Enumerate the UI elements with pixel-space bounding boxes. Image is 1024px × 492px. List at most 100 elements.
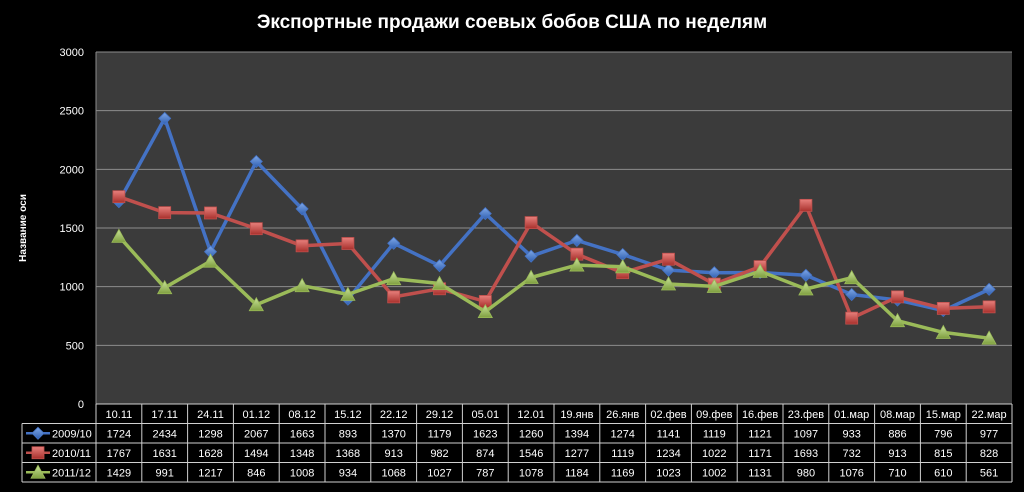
data-point [661,263,676,277]
data-label: 982 [430,448,448,460]
x-tick-label: 09.фев [696,409,732,421]
data-point [295,239,309,253]
x-tick-label: 10.11 [106,409,133,421]
data-label: 1121 [748,428,772,440]
legend-marker [31,446,45,460]
data-point [936,301,950,315]
data-point [204,206,217,220]
data-label: 846 [247,467,265,479]
x-tick-label: 22.12 [380,409,408,421]
series-line [117,194,991,320]
data-point [248,296,264,312]
data-point [982,300,996,314]
y-tick-label: 500 [66,340,84,352]
data-label: 1631 [152,448,176,460]
data-point [615,258,631,274]
data-label: 1171 [748,448,772,460]
legend-entry: 2009/10 [52,428,92,440]
data-label: 934 [339,467,357,479]
data-label: 1068 [381,467,405,479]
data-label: 1078 [519,467,543,479]
data-label: 1274 [610,428,634,440]
y-tick-label: 1500 [60,223,84,235]
data-label: 787 [476,467,494,479]
y-axis-title: Название оси [18,194,29,262]
x-tick-label: 02.фев [650,409,686,421]
data-point [981,330,997,345]
y-tick-label: 3000 [60,47,84,59]
data-label: 1027 [427,467,451,479]
data-point [387,290,401,304]
data-point [432,259,447,273]
data-point [112,190,126,204]
data-label: 732 [843,448,861,460]
series-lines [111,111,997,345]
data-label: 1546 [519,448,543,460]
data-label: 1169 [611,467,635,479]
data-point [524,216,538,230]
x-tick-label: 08.12 [288,409,316,421]
chart-title: Экспортные продажи соевых бобов США по н… [256,12,768,33]
data-point [798,281,814,296]
data-point [295,202,309,216]
data-point [889,312,906,328]
x-tick-label: 01.12 [243,409,271,421]
x-tick-label: 15.12 [334,409,362,421]
data-label: 1277 [565,448,589,460]
data-label: 1179 [428,428,452,440]
y-tick-label: 2000 [60,164,84,176]
data-label: 1368 [336,448,360,460]
x-tick-label: 24.11 [197,409,224,421]
data-point [524,249,538,263]
data-label: 991 [156,467,174,479]
y-tick-label: 2500 [60,106,84,118]
data-label: 1348 [290,448,314,460]
data-point [845,287,859,302]
data-point [660,276,677,291]
data-point [158,111,172,125]
data-label: 1023 [656,467,680,479]
legend-entry: 2010/11 [52,448,91,460]
data-point [157,279,173,295]
data-point [478,207,492,221]
data-point [662,252,675,266]
data-label: 1002 [702,467,726,479]
series-2 [112,190,996,325]
x-tick-label: 15.мар [926,409,961,421]
data-label: 1097 [794,428,818,440]
data-label: 1693 [794,448,818,460]
data-label: 1429 [107,467,131,479]
data-point [158,206,172,220]
data-point [844,269,860,285]
data-point [294,277,310,293]
data-label: 1767 [107,448,131,460]
data-label: 1119 [703,428,726,440]
legend-entry: 2011/12 [52,467,91,479]
data-label: 874 [476,448,494,460]
x-tick-label: 22.мар [972,409,1007,421]
data-table: 10.11 17.11 24.11 01.12 08.12 15.12 22.12 29.12… [21,403,1013,483]
legend-marker [31,426,45,440]
data-point [341,237,355,250]
data-point [111,228,127,243]
data-point [387,236,401,250]
data-point [523,269,539,284]
data-label: 1394 [565,428,589,440]
data-label: 1119 [611,448,634,460]
x-tick-label: 12.01 [517,409,545,421]
data-label: 2067 [244,428,268,440]
data-label: 1008 [290,467,314,479]
y-tick-label: 1000 [60,282,84,294]
x-tick-label: 05.01 [472,409,500,421]
data-label: 1141 [657,428,681,440]
data-point [982,282,996,296]
data-point [249,222,263,236]
data-label: 886 [888,428,906,440]
data-point [891,290,904,304]
data-label: 1022 [702,448,726,460]
data-label: 1663 [290,428,314,440]
data-label: 710 [888,467,906,479]
data-label: 828 [980,448,998,460]
x-tick-label: 26.янв [606,409,639,421]
